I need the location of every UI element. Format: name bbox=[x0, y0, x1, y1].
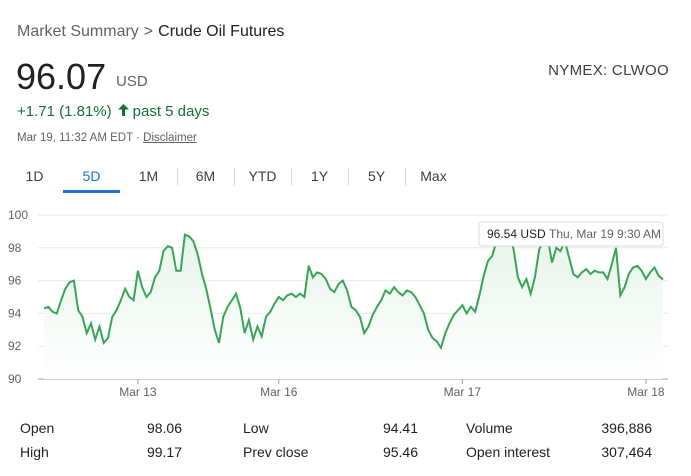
range-tabs: 1D 5D 1M 6M YTD 1Y 5Y Max bbox=[6, 164, 462, 193]
tooltip-time: Thu, Mar 19 9:30 AM bbox=[549, 227, 661, 241]
breadcrumb-root[interactable]: Market Summary bbox=[17, 23, 139, 40]
y-tick-label: 94 bbox=[8, 306, 22, 320]
x-axis: Mar 13 Mar 16 Mar 17 Mar 18 bbox=[119, 379, 665, 399]
y-tick-label: 100 bbox=[8, 208, 28, 222]
low-value: 94.41 bbox=[382, 420, 418, 436]
x-tick-label: Mar 16 bbox=[260, 385, 298, 399]
price-area bbox=[44, 229, 663, 379]
high-value: 99.17 bbox=[146, 444, 182, 460]
tab-1m[interactable]: 1M bbox=[138, 168, 159, 184]
y-tick-label: 92 bbox=[8, 339, 22, 353]
breadcrumb: Market Summary > Crude Oil Futures bbox=[17, 23, 284, 41]
stats-row: High 99.17 Prev close 95.46 Open interes… bbox=[20, 444, 680, 468]
quote-timestamp: Mar 19, 11:32 AM EDT · Disclaimer bbox=[17, 132, 197, 144]
timestamp-text: Mar 19, 11:32 AM EDT bbox=[17, 132, 133, 144]
price-change: +1.71 (1.81%) past 5 days bbox=[17, 103, 209, 120]
currency-label: USD bbox=[116, 73, 148, 90]
tab-6m[interactable]: 6M bbox=[177, 164, 234, 190]
disclaimer-link[interactable]: Disclaimer bbox=[143, 132, 197, 144]
breadcrumb-current: Crude Oil Futures bbox=[158, 23, 285, 40]
open-value: 98.06 bbox=[146, 420, 182, 436]
x-tick-label: Mar 13 bbox=[119, 385, 157, 399]
change-period: past 5 days bbox=[132, 103, 210, 120]
low-label: Low bbox=[243, 420, 269, 436]
y-tick-label: 90 bbox=[8, 372, 22, 386]
tab-ytd[interactable]: YTD bbox=[234, 164, 291, 190]
timestamp-separator: · bbox=[132, 132, 144, 144]
price-line bbox=[43, 227, 664, 351]
prev-close-label: Prev close bbox=[243, 444, 309, 460]
volume-label: Volume bbox=[466, 420, 513, 436]
current-price: 96.07 bbox=[16, 56, 107, 97]
exchange-symbol: NYMEX: CLWOO bbox=[548, 62, 669, 79]
breadcrumb-separator: > bbox=[143, 23, 154, 40]
open-interest-value: 307,464 bbox=[601, 444, 652, 460]
change-value: +1.71 (1.81%) bbox=[17, 103, 112, 120]
stats-row: Open 98.06 Low 94.41 Volume 396,886 bbox=[20, 420, 680, 444]
open-interest-label: Open interest bbox=[466, 444, 551, 460]
hover-tooltip: 96.54 USD Thu, Mar 19 9:30 AM bbox=[478, 221, 664, 247]
y-tick-label: 96 bbox=[8, 274, 22, 288]
high-label: High bbox=[20, 444, 49, 460]
tab-1y[interactable]: 1Y bbox=[291, 164, 348, 190]
price-chart[interactable]: 90 92 94 96 98 100 Mar 13 Mar 16 Mar 17 Mar 18 9… bbox=[0, 200, 691, 405]
y-tick-label: 98 bbox=[8, 241, 22, 255]
tab-max[interactable]: Max bbox=[405, 164, 462, 190]
tooltip-value: 96.54 USD bbox=[487, 227, 546, 241]
x-tick-label: Mar 18 bbox=[627, 385, 665, 399]
tab-5y[interactable]: 5Y bbox=[348, 164, 405, 190]
prev-close-value: 95.46 bbox=[382, 444, 418, 460]
tab-5d[interactable]: 5D bbox=[63, 164, 120, 193]
x-tick-label: Mar 17 bbox=[444, 385, 482, 399]
tab-1d[interactable]: 1D bbox=[25, 168, 44, 184]
volume-value: 396,886 bbox=[601, 420, 652, 436]
open-label: Open bbox=[20, 420, 55, 436]
quote-stats: Open 98.06 Low 94.41 Volume 396,886 High… bbox=[20, 420, 680, 468]
arrow-up-icon bbox=[117, 103, 129, 120]
